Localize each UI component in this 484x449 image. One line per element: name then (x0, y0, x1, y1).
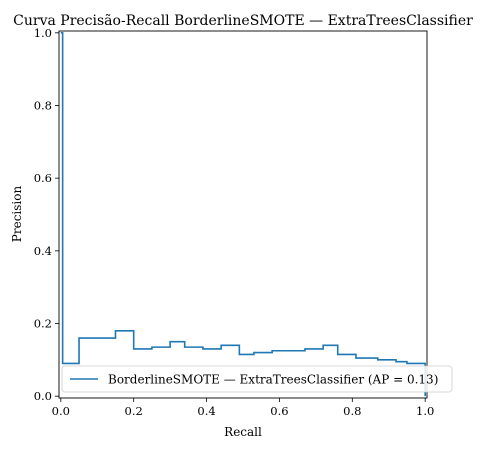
y-tick-label: 0.0 (34, 389, 52, 403)
x-tick-label: 1.0 (416, 404, 434, 418)
y-tick-label: 0.2 (34, 317, 52, 331)
y-tick-label: 0.8 (34, 98, 52, 112)
x-axis-ticks: 0.0 0.2 0.4 0.6 0.8 1.0 (52, 398, 434, 418)
legend-entry-label: BorderlineSMOTE — ExtraTreesClassifier (… (108, 373, 438, 387)
plot-content (60, 32, 426, 397)
x-tick-label: 0.8 (343, 404, 361, 418)
x-tick-label: 0.2 (125, 404, 143, 418)
x-tick-label: 0.4 (197, 404, 215, 418)
chart-title: Curva Precisão-Recall BorderlineSMOTE — … (13, 13, 473, 29)
plot-area-frame (58, 30, 428, 399)
y-axis-ticks: 0.0 0.2 0.4 0.6 0.8 1.0 (34, 26, 59, 403)
x-tick-label: 0.6 (270, 404, 288, 418)
x-axis-label: Recall (224, 425, 262, 439)
y-tick-label: 1.0 (34, 26, 52, 40)
legend-box (61, 365, 453, 393)
y-tick-label: 0.6 (34, 171, 52, 185)
y-tick-label: 0.4 (34, 244, 52, 258)
legend: BorderlineSMOTE — ExtraTreesClassifier (… (61, 365, 453, 393)
x-tick-label: 0.0 (52, 404, 70, 418)
y-axis-label: Precision (10, 186, 24, 243)
series-line (60, 32, 426, 397)
